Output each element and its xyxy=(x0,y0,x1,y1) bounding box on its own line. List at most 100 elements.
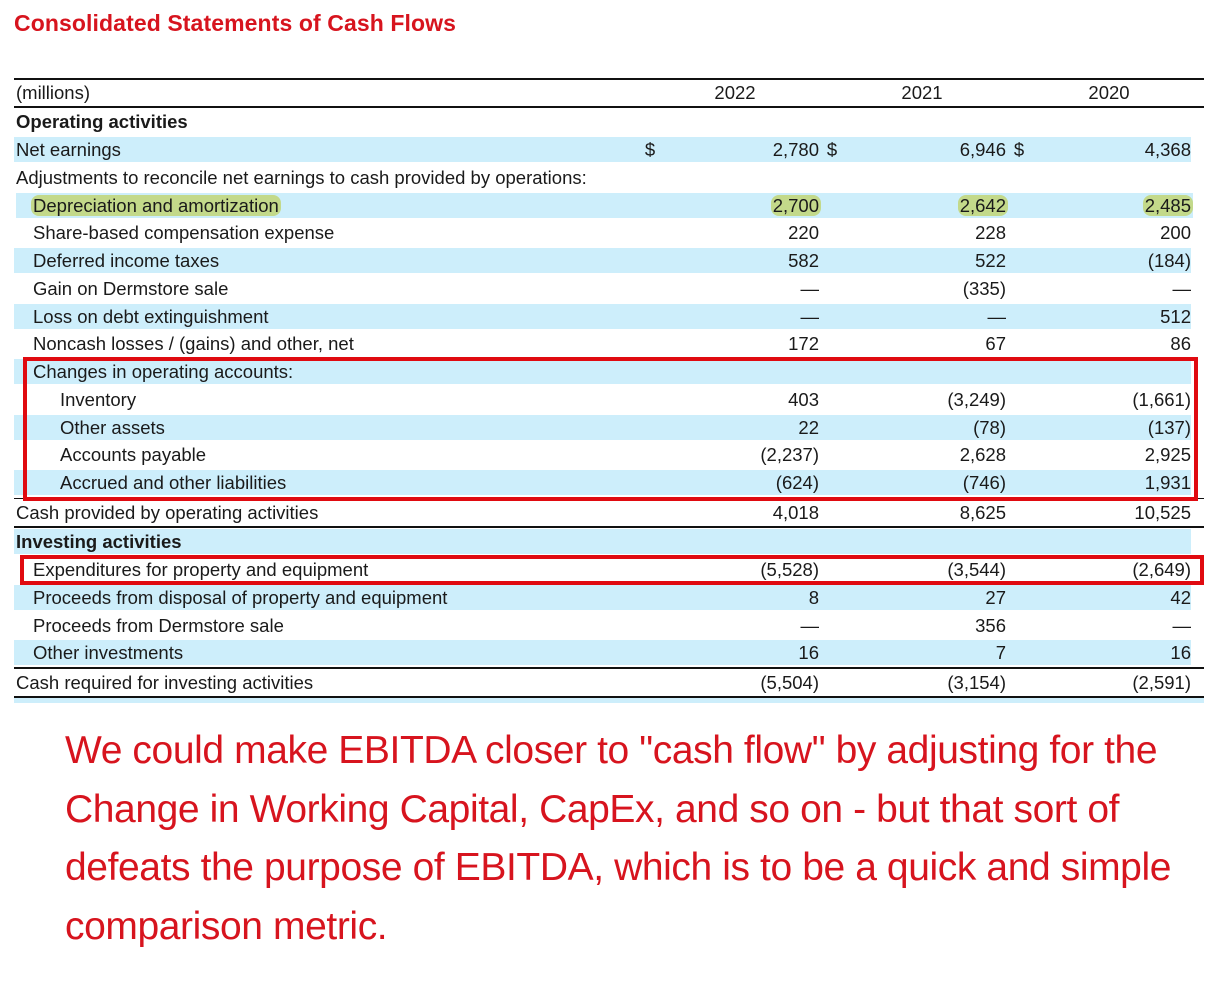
year-header-2020: 2020 xyxy=(1088,82,1130,103)
table-row-operating-total: Cash provided by operating activities 4,… xyxy=(14,499,1204,526)
table-row-accounts-payable: Accounts payable (2,237) 2,628 2,925 xyxy=(14,441,1204,468)
value-2021: (3,544) xyxy=(947,559,1006,580)
row-label: Accounts payable xyxy=(60,444,207,465)
table-row-other-investments: Other investments 16 7 16 xyxy=(14,639,1204,666)
capex-highlight-box xyxy=(20,555,1204,585)
currency-symbol: $ xyxy=(1013,139,1025,160)
annotation-note: We could make EBITDA closer to "cash flo… xyxy=(65,729,1172,948)
table-row-depreciation: Depreciation and amortization 2,700 2,64… xyxy=(14,192,1204,219)
working-capital-highlight-box xyxy=(23,357,1198,501)
section-heading-label: Operating activities xyxy=(16,111,188,132)
subtotal-rule xyxy=(14,667,1204,669)
value-2020: (137) xyxy=(1147,417,1191,438)
value-2020: (184) xyxy=(1147,250,1191,271)
value-2021: (3,249) xyxy=(947,389,1006,410)
value-2022: (624) xyxy=(775,472,819,493)
value-2021: 6,946 xyxy=(959,139,1006,160)
value-2021: (78) xyxy=(973,417,1006,438)
value-2020: 42 xyxy=(1170,587,1191,608)
row-label: Changes in operating accounts: xyxy=(33,361,294,382)
value-2021: 356 xyxy=(975,615,1006,636)
row-label: Proceeds from disposal of property and e… xyxy=(33,587,448,608)
row-label: Cash required for investing activities xyxy=(16,672,314,693)
table-row-changes-label: Changes in operating accounts: xyxy=(14,358,1204,385)
value-2020: (1,661) xyxy=(1132,389,1191,410)
table-top-rule xyxy=(14,78,1204,80)
row-label: Loss on debt extinguishment xyxy=(33,306,269,327)
row-label: Deferred income taxes xyxy=(33,250,220,271)
row-label: Net earnings xyxy=(16,139,121,160)
value-2020: 1,931 xyxy=(1144,472,1191,493)
year-header-2022: 2022 xyxy=(714,82,756,103)
value-2021: (746) xyxy=(962,472,1006,493)
row-label: Cash provided by operating activities xyxy=(16,502,319,523)
row-label: Adjustments to reconcile net earnings to… xyxy=(16,167,587,188)
value-2020: 200 xyxy=(1160,222,1191,243)
row-label-highlighted: Depreciation and amortization xyxy=(31,195,281,216)
value-2022: (5,504) xyxy=(760,672,819,693)
row-label: Accrued and other liabilities xyxy=(60,472,287,493)
table-row-adjustments-label: Adjustments to reconcile net earnings to… xyxy=(14,164,1204,191)
table-row-debt-extinguishment: Loss on debt extinguishment — — 512 xyxy=(14,303,1204,330)
table-row-net-earnings: Net earnings $ 2,780 $ 6,946 $ 4,368 xyxy=(14,136,1204,163)
unit-label: (millions) xyxy=(16,82,90,103)
table-row-disposal-proceeds: Proceeds from disposal of property and e… xyxy=(14,584,1204,611)
currency-symbol: $ xyxy=(644,139,656,160)
table-row-noncash: Noncash losses / (gains) and other, net … xyxy=(14,330,1204,357)
value-2022: — xyxy=(800,615,820,636)
value-2020: 512 xyxy=(1160,306,1191,327)
table-row-dermstore-proceeds: Proceeds from Dermstore sale — 356 — xyxy=(14,612,1204,639)
value-2020: (2,649) xyxy=(1132,559,1191,580)
currency-symbol: $ xyxy=(826,139,838,160)
value-2021: 8,625 xyxy=(959,502,1006,523)
table-row-deferred-taxes: Deferred income taxes 582 522 (184) xyxy=(14,247,1204,274)
table-row-dermstore-gain: Gain on Dermstore sale — (335) — xyxy=(14,275,1204,302)
value-2021: 228 xyxy=(975,222,1006,243)
row-label: Expenditures for property and equipment xyxy=(33,559,369,580)
value-2020: 16 xyxy=(1170,642,1191,663)
value-2022: 220 xyxy=(788,222,819,243)
value-2022: 8 xyxy=(808,587,819,608)
value-2020: 86 xyxy=(1170,333,1191,354)
value-2020: 2,925 xyxy=(1144,444,1191,465)
cropped-financing-row xyxy=(14,698,1204,703)
table-row-inventory: Inventory 403 (3,249) (1,661) xyxy=(14,386,1204,413)
value-2022: (2,237) xyxy=(760,444,819,465)
value-2021: 7 xyxy=(995,642,1006,663)
row-label: Share-based compensation expense xyxy=(33,222,335,243)
section-heading-operating: Operating activities xyxy=(14,108,1204,135)
value-2021: 67 xyxy=(985,333,1006,354)
value-2022: 22 xyxy=(798,417,819,438)
value-2022: 582 xyxy=(788,250,819,271)
value-2020: 4,368 xyxy=(1144,139,1191,160)
value-2021: 2,628 xyxy=(959,444,1006,465)
value-2021: 2,642 xyxy=(957,195,1008,216)
value-2022: (5,528) xyxy=(760,559,819,580)
value-2021: (3,154) xyxy=(947,672,1006,693)
table-row-capex: Expenditures for property and equipment … xyxy=(14,556,1204,583)
row-label: Gain on Dermstore sale xyxy=(33,278,229,299)
year-header-2021: 2021 xyxy=(901,82,943,103)
value-2021: 522 xyxy=(975,250,1006,271)
value-2021: 27 xyxy=(985,587,1006,608)
value-2020: 10,525 xyxy=(1134,502,1191,523)
section-heading-label: Investing activities xyxy=(16,531,182,552)
value-2020: (2,591) xyxy=(1132,672,1191,693)
value-2022: 16 xyxy=(798,642,819,663)
table-row-investing-total: Cash required for investing activities (… xyxy=(14,669,1204,696)
value-2022: 2,700 xyxy=(770,195,821,216)
value-2022: 172 xyxy=(788,333,819,354)
header-rule xyxy=(14,106,1204,108)
row-label: Proceeds from Dermstore sale xyxy=(33,615,284,636)
section-rule xyxy=(14,696,1204,698)
section-heading-investing: Investing activities xyxy=(14,528,1204,555)
value-2020: — xyxy=(1172,615,1192,636)
row-label: Other investments xyxy=(33,642,184,663)
table-row-share-based-comp: Share-based compensation expense 220 228… xyxy=(14,219,1204,246)
table-row-accrued-liabilities: Accrued and other liabilities (624) (746… xyxy=(14,469,1204,496)
value-2022: 403 xyxy=(788,389,819,410)
value-2021: (335) xyxy=(962,278,1006,299)
value-2020: 2,485 xyxy=(1142,195,1193,216)
value-2022: 4,018 xyxy=(772,502,819,523)
value-2022: 2,780 xyxy=(772,139,819,160)
